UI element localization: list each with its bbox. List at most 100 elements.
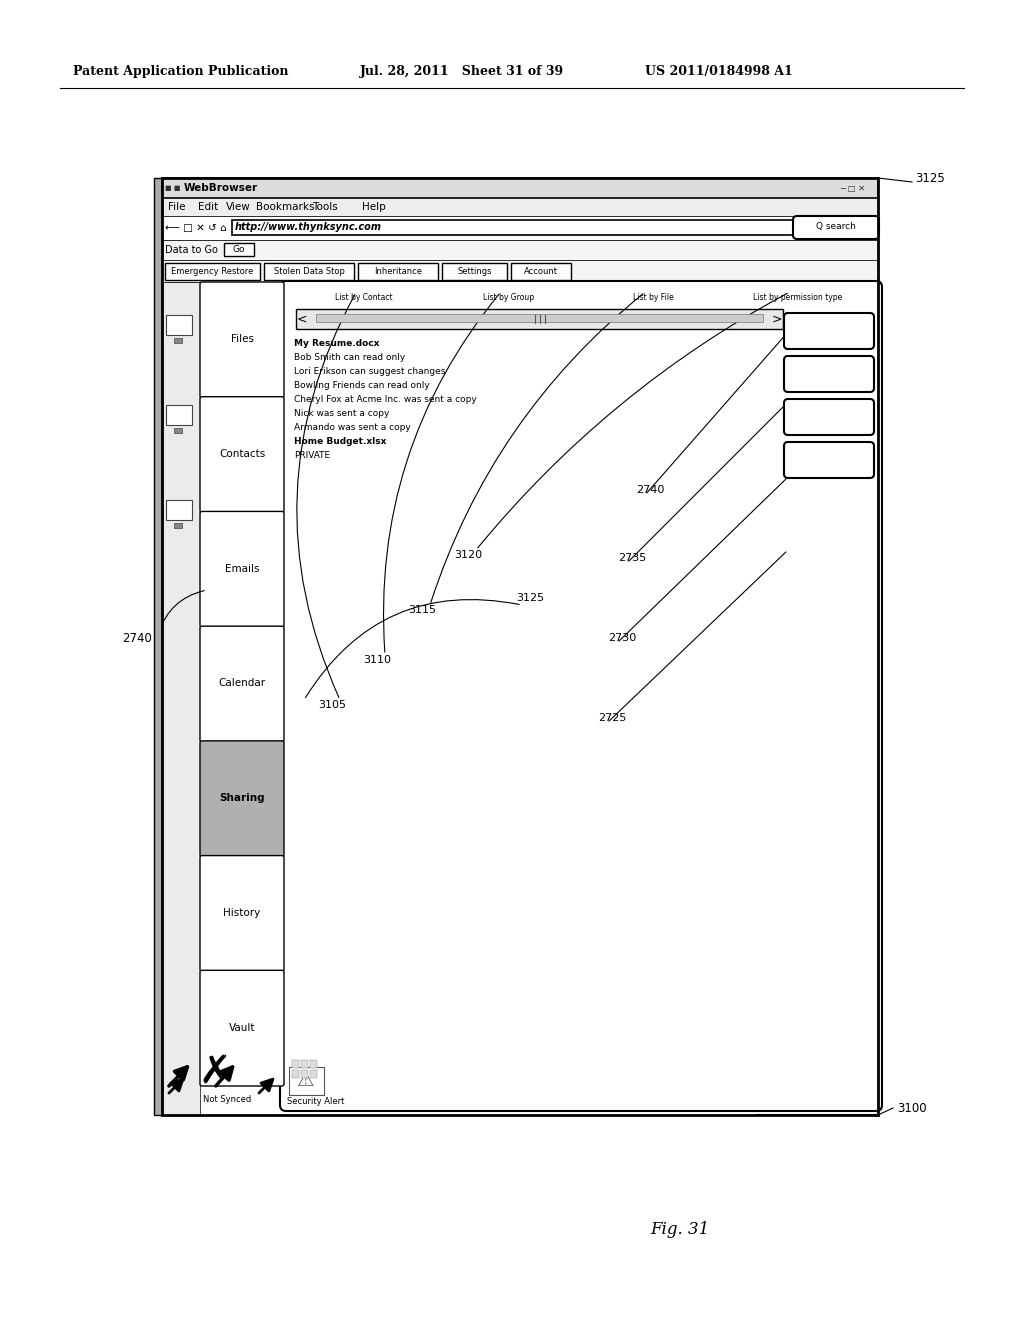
Bar	[154, 178, 162, 1115]
Text: Bookmarks: Bookmarks	[256, 202, 314, 213]
Text: Go: Go	[232, 244, 246, 253]
Text: 3100: 3100	[897, 1101, 927, 1114]
Text: 3120: 3120	[454, 550, 482, 560]
Text: ✗: ✗	[199, 1053, 231, 1092]
Text: Tools: Tools	[312, 202, 338, 213]
Text: 2740: 2740	[636, 484, 665, 495]
FancyBboxPatch shape	[200, 855, 284, 972]
Text: ─ □ ✕: ─ □ ✕	[840, 183, 865, 193]
Bar	[292, 1060, 299, 1068]
Text: Share: Share	[812, 326, 846, 337]
Text: History: History	[223, 908, 261, 917]
Text: File: File	[168, 202, 185, 213]
Text: Max Security: Max Security	[791, 455, 867, 465]
Text: 3115: 3115	[408, 605, 436, 615]
Bar	[165, 263, 260, 280]
Text: Data to Go: Data to Go	[165, 246, 218, 255]
Bar	[174, 523, 182, 528]
FancyBboxPatch shape	[280, 281, 882, 1111]
FancyBboxPatch shape	[200, 741, 284, 857]
Bar	[162, 240, 878, 260]
Text: Not Synced: Not Synced	[203, 1096, 251, 1105]
Bar	[162, 282, 200, 1115]
Text: 2725: 2725	[598, 713, 627, 723]
Text: Emails: Emails	[224, 564, 259, 574]
Bar	[162, 198, 878, 216]
Bar	[292, 1071, 299, 1078]
FancyBboxPatch shape	[200, 626, 284, 742]
Text: Files: Files	[230, 334, 254, 345]
Text: http://www.thynksync.com: http://www.thynksync.com	[234, 222, 382, 232]
Text: List by File: List by File	[633, 293, 674, 302]
FancyBboxPatch shape	[200, 397, 284, 512]
Bar	[224, 243, 254, 256]
Text: Inheritance: Inheritance	[374, 268, 422, 276]
Bar	[301, 1060, 308, 1068]
Text: Sharing: Sharing	[219, 793, 265, 803]
Text: 2740: 2740	[122, 631, 152, 644]
FancyBboxPatch shape	[200, 970, 284, 1086]
Bar	[232, 220, 793, 235]
Bar	[289, 1067, 324, 1096]
FancyBboxPatch shape	[784, 356, 874, 392]
Bar	[174, 338, 182, 343]
Bar	[310, 1060, 317, 1068]
Text: 2735: 2735	[617, 553, 646, 564]
Bar	[310, 1071, 317, 1078]
Text: Fig. 31: Fig. 31	[650, 1221, 710, 1238]
Text: 3110: 3110	[362, 655, 391, 665]
Bar	[264, 263, 354, 280]
FancyBboxPatch shape	[784, 313, 874, 348]
Bar	[358, 263, 438, 280]
Text: PRIVATE: PRIVATE	[294, 450, 330, 459]
Bar	[162, 282, 878, 1115]
FancyBboxPatch shape	[793, 216, 879, 239]
Text: Q search: Q search	[816, 223, 856, 231]
Text: Lori Erikson can suggest changes: Lori Erikson can suggest changes	[294, 367, 445, 375]
Text: ⟵ □ ✕ ↺ ⌂: ⟵ □ ✕ ↺ ⌂	[165, 223, 226, 234]
Text: 3105: 3105	[318, 700, 346, 710]
Text: ■ ■: ■ ■	[165, 185, 180, 191]
FancyBboxPatch shape	[200, 511, 284, 627]
Text: Contacts: Contacts	[219, 449, 265, 459]
Bar	[296, 309, 783, 329]
Bar	[162, 178, 878, 198]
Text: <: <	[297, 313, 307, 326]
Bar	[162, 260, 878, 282]
Text: Account: Account	[524, 268, 558, 276]
Bar	[301, 1071, 308, 1078]
Text: ⚠: ⚠	[297, 1072, 314, 1090]
Text: Settings: Settings	[458, 268, 492, 276]
Text: 3125: 3125	[915, 172, 945, 185]
Bar	[166, 405, 193, 425]
Text: View: View	[226, 202, 251, 213]
Bar	[162, 216, 878, 240]
Text: Security Alert: Security Alert	[287, 1097, 344, 1106]
Text: Home Budget.xlsx: Home Budget.xlsx	[294, 437, 386, 446]
Text: WebBrowser: WebBrowser	[184, 183, 258, 193]
Bar	[174, 428, 182, 433]
Text: Edit: Edit	[198, 202, 218, 213]
Bar	[511, 263, 571, 280]
Text: Bowling Friends can read only: Bowling Friends can read only	[294, 380, 430, 389]
Text: Stolen Data Stop: Stolen Data Stop	[273, 268, 344, 276]
Text: My Resume.docx: My Resume.docx	[294, 338, 379, 347]
Text: 3125: 3125	[516, 593, 544, 603]
Text: Patent Application Publication: Patent Application Publication	[73, 66, 289, 78]
Text: US 2011/0184998 A1: US 2011/0184998 A1	[645, 66, 793, 78]
Text: Emergency Restore: Emergency Restore	[171, 268, 254, 276]
FancyBboxPatch shape	[784, 442, 874, 478]
Text: List by permission type: List by permission type	[753, 293, 843, 302]
Text: List by Group: List by Group	[483, 293, 535, 302]
Text: Bob Smith can read only: Bob Smith can read only	[294, 352, 406, 362]
FancyBboxPatch shape	[784, 399, 874, 436]
Text: Un-share: Un-share	[803, 370, 855, 379]
Text: >: >	[772, 313, 782, 326]
Text: Vault: Vault	[228, 1023, 255, 1032]
Bar	[316, 314, 763, 322]
Text: Calendar: Calendar	[218, 678, 265, 689]
Bar	[162, 178, 878, 1115]
Text: Cheryl Fox at Acme Inc. was sent a copy: Cheryl Fox at Acme Inc. was sent a copy	[294, 395, 477, 404]
Text: Armando was sent a copy: Armando was sent a copy	[294, 422, 411, 432]
Bar	[166, 500, 193, 520]
